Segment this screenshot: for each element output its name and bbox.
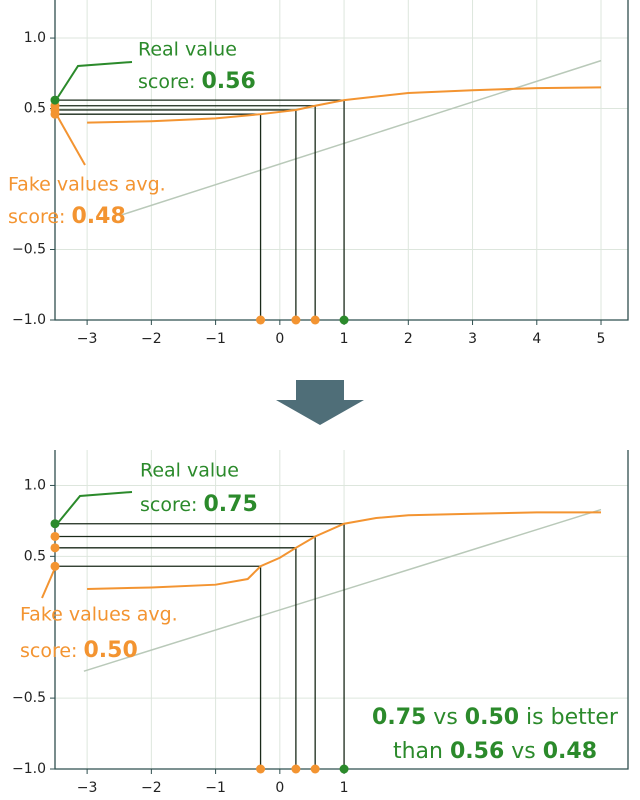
baseline-line — [83, 508, 602, 672]
score-prefix: score: — [8, 206, 72, 228]
score-prefix: score: — [138, 71, 202, 93]
score-prefix: score: — [20, 640, 84, 662]
fake-leader — [54, 111, 86, 166]
x-tick-label: −2 — [141, 331, 162, 347]
fake-value-dot — [256, 764, 266, 774]
real-value-dot — [339, 764, 349, 774]
y-tick-label: −1.0 — [12, 312, 46, 328]
baseline-line — [119, 59, 602, 217]
y-tick-label: 0.5 — [24, 548, 46, 564]
conclusion-segment: vs — [504, 739, 542, 764]
conclusion-segment: 0.75 — [372, 705, 426, 730]
fake-value-dot — [310, 764, 320, 774]
x-tick-label: 1 — [340, 780, 349, 796]
real-leader — [57, 61, 133, 98]
x-tick-label: −1 — [205, 780, 226, 796]
real-value-dot — [339, 315, 349, 325]
y-tick-label: −0.5 — [12, 242, 46, 258]
conclusion-segment: 0.48 — [543, 739, 597, 764]
real-score-dot — [50, 519, 60, 529]
score-curve — [87, 86, 602, 124]
y-tick-label: 1.0 — [24, 477, 46, 493]
x-tick-label: 5 — [597, 331, 606, 347]
fake-score-text: score: 0.50 — [20, 638, 138, 663]
x-tick-label: 0 — [275, 331, 284, 347]
x-tick-label: 4 — [532, 331, 541, 347]
score-value: 0.75 — [204, 492, 258, 517]
conclusion-segment: is better — [519, 705, 619, 730]
x-tick-label: −1 — [205, 331, 226, 347]
x-tick-label: −3 — [77, 780, 98, 796]
y-tick-label: −1.0 — [12, 761, 46, 777]
score-curve — [87, 511, 602, 590]
x-tick-label: 2 — [404, 331, 413, 347]
x-tick-label: −3 — [77, 331, 98, 347]
real-score-text: score: 0.56 — [138, 69, 256, 94]
down-arrow — [276, 380, 364, 425]
x-tick-label: 0 — [275, 780, 284, 796]
score-value: 0.56 — [202, 69, 256, 94]
y-tick-label: −0.5 — [12, 690, 46, 706]
fake-value-dot — [256, 315, 266, 325]
real-label: Real value — [140, 460, 239, 482]
conclusion-line: than 0.56 vs 0.48 — [393, 739, 597, 764]
chart-panel: −3 −2 −1 0 1 −1.0 −0.5 0.5 1.0 Real value score: 0… — [12, 450, 629, 796]
real-score-text: score: 0.75 — [140, 492, 258, 517]
conclusion-segment: 0.56 — [450, 739, 504, 764]
conclusion-line: 0.75 vs 0.50 is better — [372, 705, 619, 730]
fake-score-dot — [50, 543, 60, 553]
fake-score-dot — [50, 561, 60, 571]
y-tick-label: 1.0 — [24, 30, 46, 46]
fake-label: Fake values avg. — [8, 174, 166, 196]
fake-value-dot — [291, 764, 301, 774]
score-prefix: score: — [140, 494, 204, 516]
score-value: 0.50 — [84, 638, 138, 663]
fake-label: Fake values avg. — [20, 604, 178, 626]
conclusion-segment: vs — [426, 705, 464, 730]
real-score-dot — [50, 95, 60, 105]
score-value: 0.48 — [72, 204, 126, 229]
projection-line — [55, 565, 262, 769]
fake-value-dot — [310, 315, 320, 325]
fake-score-dot — [50, 531, 60, 541]
x-tick-label: −2 — [141, 780, 162, 796]
fake-leader — [41, 567, 56, 599]
conclusion-segment: than — [393, 739, 450, 764]
real-label: Real value — [138, 39, 237, 61]
fake-score-text: score: 0.48 — [8, 204, 126, 229]
x-tick-label: 3 — [468, 331, 477, 347]
chart-panel: −3 −2 −1 0 1 2 3 4 5 −1.0 −0.5 0.5 1.0 Real value scor… — [8, 0, 629, 347]
fake-value-dot — [291, 315, 301, 325]
conclusion-segment: 0.50 — [465, 705, 519, 730]
real-leader — [56, 491, 133, 525]
y-tick-label: 0.5 — [24, 101, 46, 117]
x-tick-label: 1 — [340, 331, 349, 347]
